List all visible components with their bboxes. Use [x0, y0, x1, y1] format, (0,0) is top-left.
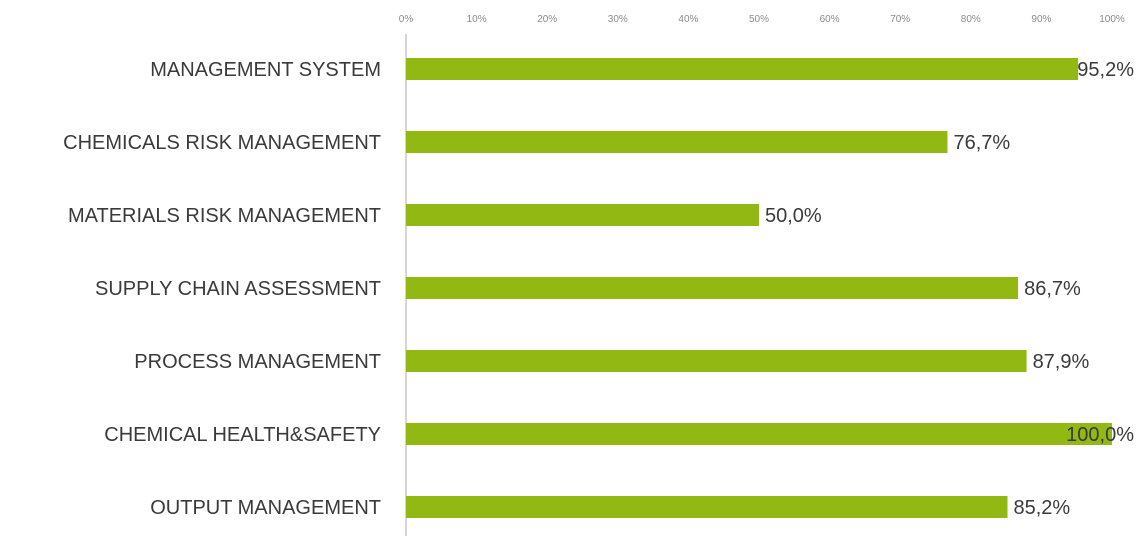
x-tick-label: 90% — [1031, 14, 1051, 25]
data-label: 76,7% — [954, 132, 1011, 154]
bars — [406, 58, 1112, 518]
bar — [406, 277, 1019, 299]
category-label: OUTPUT MANAGEMENT — [150, 497, 381, 519]
category-label: CHEMICAL HEALTH&SAFETY — [104, 424, 381, 446]
category-labels: MANAGEMENT SYSTEM CHEMICALS RISK MANAGEME… — [63, 59, 381, 519]
bar — [406, 423, 1112, 445]
x-tick-label: 70% — [890, 14, 910, 25]
data-label: 100,0% — [1066, 424, 1134, 446]
value-labels: 95,2% 76,7% 50,0% 86,7% 87,9% 100,0% 85,2% — [765, 59, 1134, 519]
x-tick-label: 10% — [467, 14, 487, 25]
bar — [406, 350, 1027, 372]
bar — [406, 58, 1079, 80]
data-label: 87,9% — [1033, 351, 1090, 373]
category-label: MANAGEMENT SYSTEM — [150, 59, 381, 81]
x-tick-label: 60% — [820, 14, 840, 25]
data-label: 95,2% — [1077, 59, 1134, 81]
x-tick-label: 20% — [537, 14, 557, 25]
x-tick-label: 0% — [399, 14, 414, 25]
x-axis-ticks: 0% 10% 20% 30% 40% 50% 60% 70% 80% 90% 100% — [399, 14, 1125, 25]
data-label: 85,2% — [1014, 497, 1071, 519]
x-tick-label: 100% — [1099, 14, 1125, 25]
x-tick-label: 80% — [961, 14, 981, 25]
data-label: 86,7% — [1024, 278, 1081, 300]
category-label: PROCESS MANAGEMENT — [134, 351, 381, 373]
bar — [406, 204, 759, 226]
x-tick-label: 30% — [608, 14, 628, 25]
x-tick-label: 40% — [678, 14, 698, 25]
category-label: SUPPLY CHAIN ASSESSMENT — [95, 278, 381, 300]
bar — [406, 131, 948, 153]
category-label: MATERIALS RISK MANAGEMENT — [68, 205, 381, 227]
bar — [406, 496, 1008, 518]
data-label: 50,0% — [765, 205, 822, 227]
x-tick-label: 50% — [749, 14, 769, 25]
category-label: CHEMICALS RISK MANAGEMENT — [63, 132, 381, 154]
